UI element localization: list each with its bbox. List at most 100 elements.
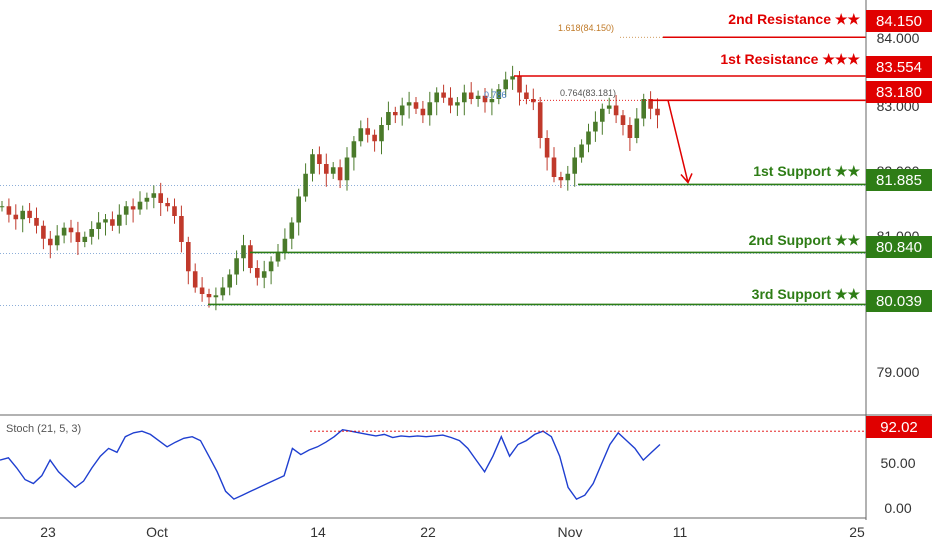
candle-body: [496, 89, 502, 99]
candle-body: [531, 99, 536, 103]
label-s3: 3rd Support ★★: [751, 286, 860, 302]
grid-lines: [0, 185, 866, 306]
candle-body: [6, 206, 12, 215]
candle-body: [482, 95, 488, 103]
candle-body: [537, 102, 543, 138]
candle-body: [61, 227, 67, 236]
fib-label-1618: 1.618(84.150): [558, 23, 615, 33]
candle-body: [110, 219, 115, 226]
candle-body: [158, 193, 163, 203]
candle-body: [558, 177, 564, 181]
candle-body: [27, 210, 32, 218]
candle-body: [261, 271, 267, 278]
price-box-r2: 84.150: [866, 10, 932, 32]
candle-body: [117, 214, 122, 226]
candle-body: [296, 196, 301, 223]
candle-body: [241, 245, 246, 259]
candle-body: [586, 131, 591, 145]
candle-body: [544, 138, 550, 158]
price-box-r1: 83.554: [866, 56, 932, 78]
x-tick-14: 14: [310, 524, 326, 540]
candle-body: [337, 167, 343, 181]
candle-body: [165, 203, 170, 207]
candle-body: [441, 92, 446, 98]
candle-body: [199, 287, 205, 294]
label-r2: 2nd Resistance ★★: [728, 11, 860, 27]
candle-body: [41, 225, 46, 239]
candle-body: [68, 227, 74, 233]
candle-body: [248, 245, 253, 268]
candle-body: [551, 157, 557, 177]
candle-body: [96, 222, 101, 229]
candle-body: [572, 157, 577, 174]
candle-body: [524, 92, 529, 99]
candle-body: [303, 173, 308, 197]
candle-body: [289, 222, 295, 239]
candle-body: [579, 144, 584, 158]
candle-body: [206, 294, 212, 298]
candle-body: [634, 118, 640, 138]
price-box-s1: 81.885: [866, 169, 932, 191]
candle-body: [82, 236, 88, 242]
label-s2: 2nd Support ★★: [748, 232, 860, 248]
candle-body: [330, 167, 336, 174]
candle-body: [310, 154, 315, 174]
x-tick-nov: Nov: [557, 524, 583, 540]
candle-body: [282, 238, 288, 252]
candle-body: [468, 92, 474, 99]
x-tick-22: 22: [420, 524, 436, 540]
candle-body: [227, 274, 232, 288]
candle-body: [358, 128, 364, 142]
candle-body: [655, 108, 660, 116]
candle-body: [510, 76, 515, 80]
stoch-line: [0, 428, 661, 500]
candle-body: [600, 108, 605, 122]
candle-body: [34, 217, 39, 226]
stoch-tick-0: 0.00: [884, 500, 912, 516]
candle-body: [172, 206, 177, 216]
candle-body: [103, 219, 108, 223]
candle-body: [186, 242, 191, 272]
candle-body: [627, 125, 633, 138]
candle-body: [234, 258, 239, 275]
candle-body: [213, 295, 219, 298]
candle-body: [351, 141, 357, 158]
fib-label-0764: 0.764(83.181): [560, 88, 617, 98]
candle-body: [20, 210, 25, 220]
candle-body: [413, 102, 419, 109]
candle-body: [48, 238, 53, 246]
label-s1: 1st Support ★★: [753, 163, 860, 179]
candle-body: [393, 112, 398, 116]
x-tick-25: 25: [849, 524, 865, 540]
candle-body: [399, 105, 405, 116]
x-tick-11: 11: [672, 524, 688, 540]
candle-body: [151, 193, 157, 198]
candle-body: [179, 216, 184, 242]
price-box-s3: 80.039: [866, 290, 932, 312]
candle-body: [13, 214, 19, 220]
candle-body: [344, 157, 350, 181]
candle-body: [365, 128, 370, 135]
candle-body: [606, 105, 612, 109]
candle-body: [144, 197, 150, 202]
candle-body: [648, 99, 653, 109]
candle-body: [130, 206, 136, 210]
x-tick-23: 23: [40, 524, 56, 540]
candle-body: [503, 79, 508, 90]
candle-body: [475, 95, 481, 99]
candle-body: [462, 92, 467, 103]
candle-body: [448, 97, 453, 106]
candle-body: [427, 102, 433, 116]
price-box-s2: 80.840: [866, 236, 932, 258]
candle-body: [593, 121, 598, 132]
candle-body: [434, 92, 439, 103]
candle-body: [220, 287, 226, 296]
candle-body: [613, 105, 619, 116]
candles: [0, 65, 660, 311]
stoch-title: Stoch (21, 5, 3): [6, 423, 82, 435]
candle-body: [255, 268, 260, 278]
candle-body: [75, 232, 81, 242]
candle-body: [275, 251, 281, 262]
price-box-pivot: 83.180: [866, 81, 932, 103]
candle-body: [406, 102, 412, 106]
